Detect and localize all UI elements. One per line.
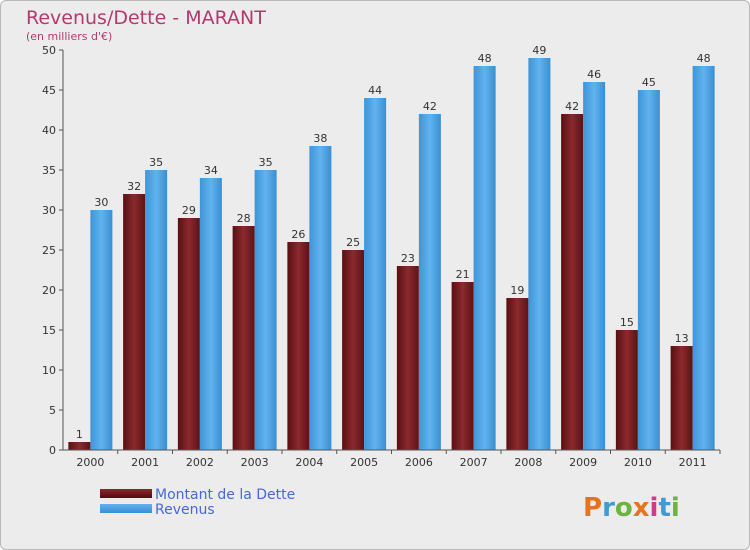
x-tick-label: 2001: [131, 456, 159, 469]
bar-debt: [123, 194, 146, 450]
bar-revenus: [473, 66, 496, 450]
proxiti-logo: Proxiti: [583, 493, 680, 523]
bar-debt: [615, 330, 638, 450]
value-label-debt: 26: [291, 228, 305, 241]
x-axis: 2000 2001 2002 2003 2004 2005 2006 2007 2008 2009…: [63, 449, 721, 469]
bar-debt: [670, 346, 693, 450]
value-label-revenus: 42: [423, 100, 437, 113]
y-tick-label: 35: [42, 164, 56, 177]
bar-revenus: [637, 90, 660, 450]
bar-revenus: [309, 146, 332, 450]
legend-label-debt: Montant de la Dette: [155, 487, 295, 503]
bar-debt: [287, 242, 310, 450]
value-label-revenus: 45: [642, 76, 656, 89]
y-tick-label: 15: [42, 324, 56, 337]
y-tick-label: 5: [49, 404, 56, 417]
bar-debt: [396, 266, 419, 450]
value-label-revenus: 48: [478, 52, 492, 65]
y-tick-label: 20: [42, 284, 56, 297]
x-tick-label: 2003: [241, 456, 269, 469]
bar-revenus: [418, 114, 441, 450]
value-label-debt: 28: [237, 212, 251, 225]
value-label-revenus: 46: [587, 68, 601, 81]
value-label-debt: 32: [127, 180, 141, 193]
bar-debt: [561, 114, 584, 450]
y-tick-label: 25: [42, 244, 56, 257]
value-label-debt: 19: [510, 284, 524, 297]
x-tick-label: 2000: [76, 456, 104, 469]
value-label-debt: 25: [346, 236, 360, 249]
value-label-revenus: 48: [697, 52, 711, 65]
bar-debt: [177, 218, 200, 450]
bar-revenus: [90, 210, 113, 450]
bar-debt: [451, 282, 474, 450]
x-tick-label: 2010: [624, 456, 652, 469]
y-tick-label: 45: [42, 84, 56, 97]
x-tick-label: 2009: [569, 456, 597, 469]
value-label-revenus: 30: [94, 196, 108, 209]
legend-swatch-revenus: [100, 504, 152, 513]
chart-subtitle: (en milliers d'€): [26, 30, 112, 43]
bar-revenus: [254, 170, 277, 450]
y-tick-label: 10: [42, 364, 56, 377]
y-tick-label: 50: [42, 44, 56, 57]
legend-swatch-debt: [100, 489, 152, 498]
bar-revenus: [145, 170, 168, 450]
chart-title: Revenus/Dette - MARANT: [26, 7, 266, 29]
x-tick-label: 2006: [405, 456, 433, 469]
y-tick-label: 30: [42, 204, 56, 217]
legend: Montant de la Dette Revenus: [100, 487, 295, 518]
bar-debt: [506, 298, 529, 450]
bar-revenus: [583, 82, 606, 450]
x-tick-label: 2005: [350, 456, 378, 469]
y-tick-label: 0: [49, 444, 56, 457]
x-tick-label: 2004: [295, 456, 323, 469]
value-label-revenus: 35: [149, 156, 163, 169]
bar-revenus: [692, 66, 715, 450]
value-label-debt: 23: [401, 252, 415, 265]
value-label-debt: 1: [76, 428, 83, 441]
value-label-revenus: 49: [532, 44, 546, 57]
value-label-debt: 29: [182, 204, 196, 217]
bars: 1 30 32 35 29 34 28 35 26 38 25 44 23 42 21 48 19 49 42 46 1…: [68, 44, 715, 450]
value-label-debt: 15: [620, 316, 634, 329]
value-label-revenus: 35: [259, 156, 273, 169]
x-tick-label: 2002: [186, 456, 214, 469]
bar-debt: [232, 226, 255, 450]
y-axis: 0 5 10 15 20 25 30 35 40 45 50: [42, 44, 64, 457]
value-label-revenus: 44: [368, 84, 382, 97]
value-label-revenus: 38: [313, 132, 327, 145]
x-tick-label: 2011: [679, 456, 707, 469]
bar-debt: [342, 250, 365, 450]
value-label-debt: 42: [565, 100, 579, 113]
bar-revenus: [364, 98, 387, 450]
value-label-debt: 13: [675, 332, 689, 345]
bar-revenus: [199, 178, 222, 450]
bar-revenus: [528, 58, 551, 450]
value-label-revenus: 34: [204, 164, 218, 177]
legend-label-revenus: Revenus: [155, 502, 215, 518]
bar-debt: [68, 442, 91, 450]
y-tick-label: 40: [42, 124, 56, 137]
x-tick-label: 2008: [514, 456, 542, 469]
logo-text: Proxiti: [583, 493, 680, 523]
x-tick-label: 2007: [460, 456, 488, 469]
value-label-debt: 21: [456, 268, 470, 281]
